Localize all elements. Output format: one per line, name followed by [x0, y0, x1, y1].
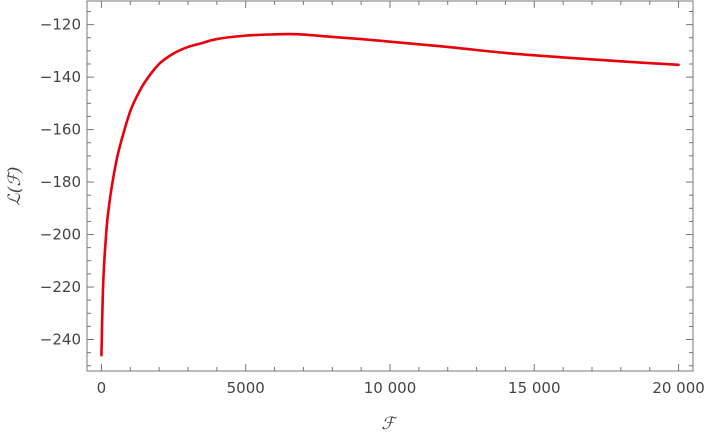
plot-frame — [86, 0, 694, 372]
x-tick-label: 10 000 — [364, 379, 417, 397]
x-tick-label: 20 000 — [652, 379, 705, 397]
x-tick-label: 0 — [97, 379, 107, 397]
y-tick-label: −140 — [40, 68, 81, 86]
y-tick-label: −200 — [40, 226, 81, 244]
y-axis-ticks — [87, 10, 693, 367]
x-axis-tick-labels: 0 5000 10 000 15 000 20 000 — [97, 379, 705, 397]
x-axis-ticks — [100, 1, 680, 371]
x-axis-label: ℱ — [381, 414, 398, 434]
y-axis-label: ℒ(ℱ) — [5, 167, 25, 206]
x-tick-label: 15 000 — [508, 379, 561, 397]
series-line — [100, 32, 680, 357]
y-tick-label: −120 — [40, 16, 81, 34]
y-tick-label: −240 — [40, 331, 81, 349]
y-axis-tick-labels: −120 −140 −160 −180 −200 −220 −240 — [40, 16, 81, 349]
x-tick-label: 5000 — [227, 379, 265, 397]
y-tick-label: −180 — [40, 173, 81, 191]
y-tick-label: −220 — [40, 278, 81, 296]
y-tick-label: −160 — [40, 121, 81, 139]
